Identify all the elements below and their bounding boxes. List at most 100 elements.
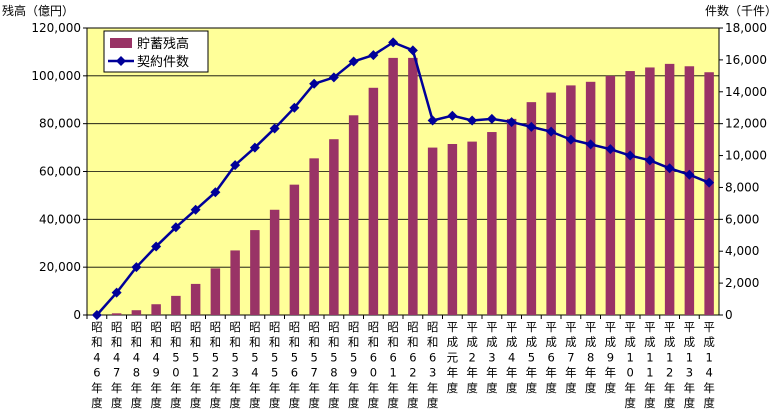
legend-marker (116, 56, 126, 66)
bar (526, 102, 537, 316)
bar (546, 92, 556, 315)
data-point (309, 78, 320, 89)
line-series-contracts (91, 37, 715, 320)
data-point (348, 56, 359, 67)
data-point (131, 262, 142, 273)
bar (250, 230, 260, 315)
bar-series-balance (92, 57, 714, 316)
x-tick-label: 平成 8 年度 (585, 320, 597, 395)
x-tick-label: 昭和 6 2 年度 (407, 320, 419, 410)
y-right-tick-label: 16,000 (725, 53, 767, 67)
data-point (664, 163, 675, 174)
bar (111, 313, 122, 315)
data-point (407, 45, 418, 56)
bar (664, 63, 675, 315)
data-point (546, 126, 557, 137)
data-point (704, 177, 715, 188)
x-tick-label: 平成 2 年度 (466, 320, 478, 395)
data-point (230, 160, 241, 171)
legend-swatch-bar (110, 38, 132, 48)
y-right-tick-label: 4,000 (725, 244, 759, 258)
bar (348, 115, 359, 315)
y-axis-right-title: 件数（千件） (704, 4, 777, 18)
x-tick-label: 昭和 5 5 年度 (269, 320, 281, 410)
x-tick-label: 昭和 4 7 年度 (111, 320, 123, 410)
x-tick-label: 平成 1 2 年度 (664, 320, 676, 410)
y-left-tick-label: 60,000 (39, 165, 81, 179)
x-tick-label: 昭和 5 4 年度 (249, 320, 261, 410)
x-tick-label: 昭和 5 9 年度 (348, 320, 360, 410)
x-tick-label: 平成 3 年度 (486, 320, 498, 395)
data-point (644, 155, 655, 166)
bar (329, 139, 339, 315)
y-left-tick-label: 20,000 (39, 260, 81, 274)
bar (151, 304, 161, 315)
data-point (388, 37, 399, 48)
x-tick-label: 昭和 5 8 年度 (328, 320, 340, 410)
x-tick-label: 昭和 6 3 年度 (427, 320, 439, 410)
bar (230, 250, 240, 315)
y-right-tick-label: 2,000 (725, 276, 759, 290)
x-tick-label: 昭和 6 0 年度 (368, 320, 380, 410)
x-tick-label: 平成 7 年度 (565, 320, 577, 395)
bar (289, 184, 300, 315)
x-tick-label: 平成 6 年度 (545, 320, 557, 395)
y-left-tick-label: 80,000 (39, 117, 81, 131)
x-tick-label: 平成 1 3 年度 (684, 320, 696, 410)
data-point (506, 117, 517, 128)
y-right-tick-label: 0 (725, 308, 733, 322)
y-right-tick-label: 6,000 (725, 212, 759, 226)
x-tick-label: 昭和 4 6 年度 (91, 320, 103, 410)
bar (447, 143, 458, 315)
x-tick-label: 昭和 5 3 年度 (229, 320, 241, 410)
bar (625, 71, 635, 315)
data-point (486, 113, 497, 124)
data-point (151, 241, 162, 252)
x-tick-label: 平成 9 年度 (605, 320, 617, 395)
bar (684, 66, 695, 316)
x-tick-label: 昭和 5 2 年度 (210, 320, 222, 410)
x-tick-label: 平成 1 0 年度 (624, 320, 636, 410)
bar (467, 141, 477, 315)
y-right-tick-label: 8,000 (725, 180, 759, 194)
data-point (328, 72, 339, 83)
data-point (210, 187, 221, 198)
bar (427, 147, 438, 315)
y-right-tick-label: 12,000 (725, 117, 767, 131)
bar (269, 209, 280, 315)
data-point (625, 150, 636, 161)
bar (487, 132, 497, 315)
y-left-tick-label: 0 (73, 308, 81, 322)
x-tick-label: 昭和 5 7 年度 (308, 320, 320, 410)
data-point (170, 222, 181, 233)
data-point (91, 310, 102, 320)
data-point (585, 139, 596, 150)
bar (566, 85, 576, 316)
y-left-tick-label: 100,000 (31, 69, 81, 83)
bar (506, 118, 517, 315)
y-right-tick-label: 14,000 (725, 85, 767, 99)
x-tick-label: 昭和 6 1 年度 (387, 320, 399, 410)
bar (645, 67, 655, 316)
x-tick-label: 昭和 4 9 年度 (150, 320, 162, 410)
data-point (269, 123, 280, 134)
bar (605, 75, 616, 315)
y-right-tick-label: 18,000 (725, 21, 767, 35)
bar (704, 72, 714, 315)
y-axis-left-title: 残高（億円） (2, 4, 75, 18)
x-tick-label: 昭和 4 8 年度 (131, 320, 143, 410)
bar (585, 81, 596, 315)
bar (210, 268, 221, 315)
y-right-tick-label: 10,000 (725, 149, 767, 163)
bar (171, 295, 181, 315)
data-point (249, 142, 260, 153)
legend-label-bar: 貯蓄残高 (137, 36, 189, 52)
bar (131, 310, 142, 315)
data-point (684, 169, 695, 180)
data-point (111, 287, 122, 298)
x-tick-label: 昭和 5 6 年度 (289, 320, 301, 410)
y-left-tick-label: 40,000 (39, 212, 81, 226)
axes: 0 20,000 40,000 60,000 80,000 100,000 120,000 0… (31, 21, 767, 410)
data-point (565, 134, 576, 145)
